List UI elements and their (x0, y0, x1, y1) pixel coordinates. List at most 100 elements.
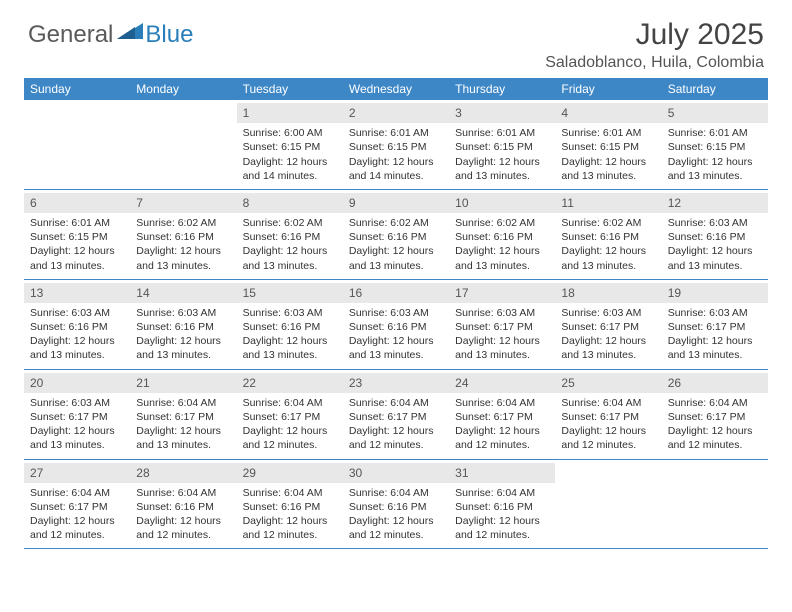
daylight-text: Daylight: 12 hours and 13 minutes. (30, 334, 124, 362)
day-number: 14 (130, 283, 236, 303)
daylight-text: Daylight: 12 hours and 12 minutes. (561, 424, 655, 452)
sunset-text: Sunset: 6:17 PM (561, 410, 655, 424)
day-cell: 26 Sunrise: 6:04 AMSunset: 6:17 PMDayligh… (662, 370, 768, 459)
sunrise-text: Sunrise: 6:01 AM (30, 216, 124, 230)
sunset-text: Sunset: 6:17 PM (30, 500, 124, 514)
sunset-text: Sunset: 6:17 PM (30, 410, 124, 424)
day-number: 3 (449, 103, 555, 123)
day-cell: 2Sunrise: 6:01 AMSunset: 6:15 PMDaylight… (343, 100, 449, 189)
sunset-text: Sunset: 6:17 PM (561, 320, 655, 334)
day-number: 22 (237, 373, 343, 393)
sunset-text: Sunset: 6:15 PM (243, 140, 337, 154)
calendar: SundayMondayTuesdayWednesdayThursdayFrid… (0, 78, 792, 549)
day-cell: 3Sunrise: 6:01 AMSunset: 6:15 PMDaylight… (449, 100, 555, 189)
sunrise-text: Sunrise: 6:03 AM (136, 306, 230, 320)
day-number: 23 (343, 373, 449, 393)
daylight-text: Daylight: 12 hours and 12 minutes. (668, 424, 762, 452)
day-number: 4 (555, 103, 661, 123)
day-header-saturday: Saturday (662, 78, 768, 100)
daylight-text: Daylight: 12 hours and 13 minutes. (455, 334, 549, 362)
sunset-text: Sunset: 6:16 PM (668, 230, 762, 244)
day-number: 28 (130, 463, 236, 483)
month-title: July 2025 (545, 18, 764, 52)
day-cell: 29Sunrise: 6:04 AMSunset: 6:16 PMDayligh… (237, 460, 343, 549)
day-number: 26 (662, 373, 768, 393)
day-cell: 5Sunrise: 6:01 AMSunset: 6:15 PMDaylight… (662, 100, 768, 189)
day-cell: 7Sunrise: 6:02 AMSunset: 6:16 PMDaylight… (130, 190, 236, 279)
day-cell: 31Sunrise: 6:04 AMSunset: 6:16 PMDayligh… (449, 460, 555, 549)
daylight-text: Daylight: 12 hours and 13 minutes. (561, 155, 655, 183)
day-cell: 19Sunrise: 6:03 AMSunset: 6:17 PMDayligh… (662, 280, 768, 369)
daylight-text: Daylight: 12 hours and 13 minutes. (30, 424, 124, 452)
sunset-text: Sunset: 6:16 PM (349, 500, 443, 514)
day-header-thursday: Thursday (449, 78, 555, 100)
day-number: 11 (555, 193, 661, 213)
day-number: 24 (449, 373, 555, 393)
sunset-text: Sunset: 6:16 PM (561, 230, 655, 244)
title-block: July 2025 Saladoblanco, Huila, Colombia (545, 18, 764, 72)
sunrise-text: Sunrise: 6:04 AM (136, 396, 230, 410)
day-cell: 18Sunrise: 6:03 AMSunset: 6:17 PMDayligh… (555, 280, 661, 369)
sunset-text: Sunset: 6:17 PM (349, 410, 443, 424)
day-number: 6 (24, 193, 130, 213)
empty-cell (662, 460, 768, 549)
day-cell: 11Sunrise: 6:02 AMSunset: 6:16 PMDayligh… (555, 190, 661, 279)
sunrise-text: Sunrise: 6:01 AM (349, 126, 443, 140)
sunrise-text: Sunrise: 6:01 AM (561, 126, 655, 140)
weeks-container: 1Sunrise: 6:00 AMSunset: 6:15 PMDaylight… (24, 100, 768, 549)
sunrise-text: Sunrise: 6:03 AM (243, 306, 337, 320)
day-number: 1 (237, 103, 343, 123)
sunset-text: Sunset: 6:15 PM (349, 140, 443, 154)
sunrise-text: Sunrise: 6:03 AM (668, 306, 762, 320)
day-cell: 21Sunrise: 6:04 AMSunset: 6:17 PMDayligh… (130, 370, 236, 459)
sunrise-text: Sunrise: 6:03 AM (30, 396, 124, 410)
day-cell: 4 Sunrise: 6:01 AMSunset: 6:15 PMDaylight… (555, 100, 661, 189)
header: General Blue July 2025 Saladoblanco, Hui… (0, 0, 792, 78)
day-number: 10 (449, 193, 555, 213)
day-number: 31 (449, 463, 555, 483)
sunrise-text: Sunrise: 6:02 AM (349, 216, 443, 230)
sunset-text: Sunset: 6:16 PM (30, 320, 124, 334)
sunrise-text: Sunrise: 6:03 AM (30, 306, 124, 320)
day-cell: 15Sunrise: 6:03 AMSunset: 6:16 PMDayligh… (237, 280, 343, 369)
week-row: 1Sunrise: 6:00 AMSunset: 6:15 PMDaylight… (24, 100, 768, 190)
logo-triangle-icon (117, 18, 143, 46)
day-header-monday: Monday (130, 78, 236, 100)
daylight-text: Daylight: 12 hours and 13 minutes. (561, 244, 655, 272)
sunset-text: Sunset: 6:16 PM (136, 500, 230, 514)
sunrise-text: Sunrise: 6:04 AM (668, 396, 762, 410)
sunset-text: Sunset: 6:16 PM (455, 500, 549, 514)
logo-text-blue: Blue (145, 21, 193, 49)
empty-cell (24, 100, 130, 189)
day-number: 2 (343, 103, 449, 123)
day-cell: 10Sunrise: 6:02 AMSunset: 6:16 PMDayligh… (449, 190, 555, 279)
sunset-text: Sunset: 6:15 PM (561, 140, 655, 154)
day-number: 15 (237, 283, 343, 303)
sunrise-text: Sunrise: 6:04 AM (349, 486, 443, 500)
sunrise-text: Sunrise: 6:02 AM (243, 216, 337, 230)
day-number: 7 (130, 193, 236, 213)
sunrise-text: Sunrise: 6:01 AM (668, 126, 762, 140)
day-number: 20 (24, 373, 130, 393)
day-number: 19 (662, 283, 768, 303)
daylight-text: Daylight: 12 hours and 13 minutes. (243, 244, 337, 272)
sunrise-text: Sunrise: 6:04 AM (136, 486, 230, 500)
daylight-text: Daylight: 12 hours and 13 minutes. (136, 244, 230, 272)
sunset-text: Sunset: 6:15 PM (30, 230, 124, 244)
sunset-text: Sunset: 6:16 PM (136, 230, 230, 244)
daylight-text: Daylight: 12 hours and 13 minutes. (455, 155, 549, 183)
day-cell: 30Sunrise: 6:04 AMSunset: 6:16 PMDayligh… (343, 460, 449, 549)
daylight-text: Daylight: 12 hours and 12 minutes. (349, 424, 443, 452)
day-number: 5 (662, 103, 768, 123)
day-header-wednesday: Wednesday (343, 78, 449, 100)
week-row: 27Sunrise: 6:04 AMSunset: 6:17 PMDayligh… (24, 460, 768, 550)
logo: General Blue (28, 18, 193, 52)
sunset-text: Sunset: 6:16 PM (349, 230, 443, 244)
sunrise-text: Sunrise: 6:04 AM (455, 486, 549, 500)
sunset-text: Sunset: 6:16 PM (243, 320, 337, 334)
sunset-text: Sunset: 6:17 PM (668, 410, 762, 424)
day-number: 13 (24, 283, 130, 303)
day-cell: 8Sunrise: 6:02 AMSunset: 6:16 PMDaylight… (237, 190, 343, 279)
daylight-text: Daylight: 12 hours and 13 minutes. (136, 334, 230, 362)
sunrise-text: Sunrise: 6:00 AM (243, 126, 337, 140)
